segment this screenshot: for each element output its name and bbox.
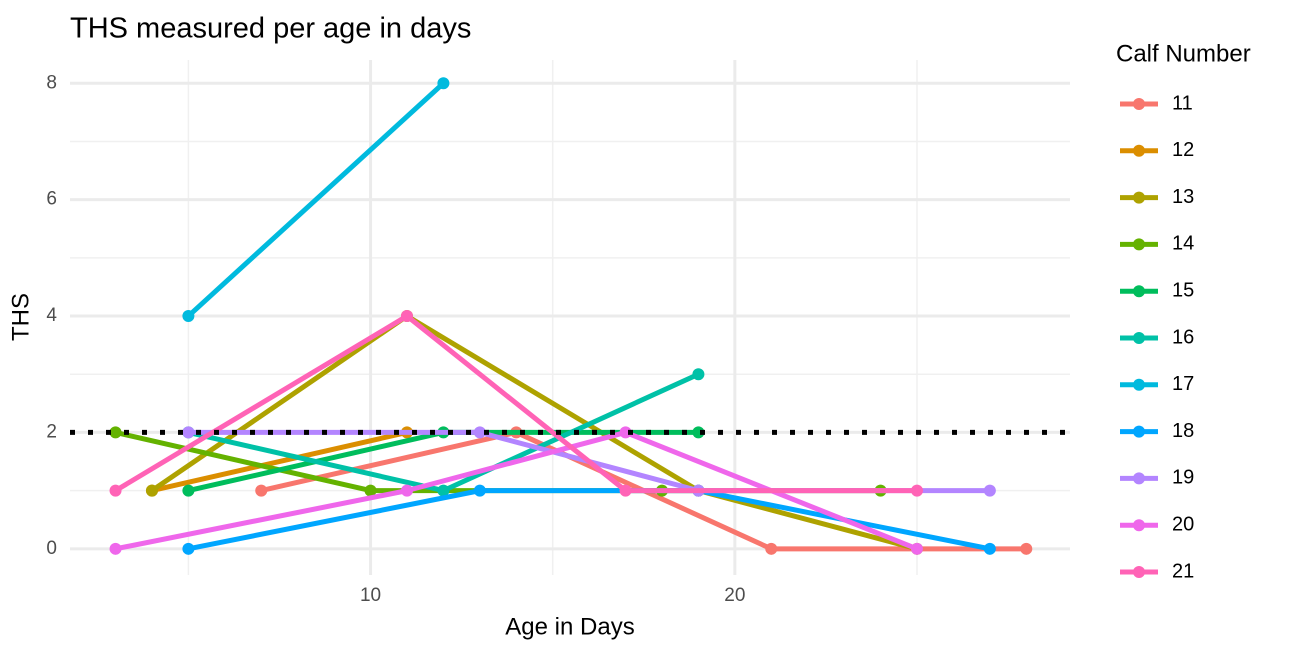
legend-label: 17 xyxy=(1172,373,1194,395)
y-tick-label: 6 xyxy=(46,189,57,210)
legend-key-point xyxy=(1133,425,1145,438)
data-point xyxy=(109,484,122,497)
legend-title: Calf Number xyxy=(1116,40,1251,67)
legend-label: 19 xyxy=(1172,467,1194,489)
legend-key-point xyxy=(1133,238,1145,251)
data-point xyxy=(765,542,778,555)
data-point xyxy=(109,542,122,555)
legend-key-point xyxy=(1133,378,1145,391)
series-line xyxy=(187,488,991,552)
y-tick-label: 8 xyxy=(46,72,57,93)
legend-key-point xyxy=(1133,519,1145,532)
data-point xyxy=(364,484,377,497)
data-point xyxy=(619,484,632,497)
data-point xyxy=(473,484,486,497)
y-axis-label: THS xyxy=(7,293,34,341)
legend-label: 16 xyxy=(1172,326,1194,348)
data-point xyxy=(255,484,268,497)
data-point xyxy=(182,542,195,555)
data-point xyxy=(910,542,923,555)
legend-label: 14 xyxy=(1172,233,1194,255)
y-tick-label: 2 xyxy=(46,421,57,442)
legend-key-point xyxy=(1133,566,1145,578)
data-point xyxy=(692,368,705,381)
data-point xyxy=(182,426,195,439)
y-tick-label: 4 xyxy=(46,305,57,326)
data-point xyxy=(400,310,413,323)
legend-label: 12 xyxy=(1172,139,1194,161)
series-line xyxy=(150,313,918,552)
legend-key-point xyxy=(1133,285,1145,298)
legend-key-point xyxy=(1133,191,1145,204)
legend-key-point xyxy=(1133,332,1145,344)
legend-key-point xyxy=(1133,472,1145,485)
data-point xyxy=(1020,542,1033,555)
data-point xyxy=(109,426,122,439)
data-point xyxy=(473,426,486,439)
series-line xyxy=(114,313,917,494)
data-point xyxy=(983,484,996,497)
data-point xyxy=(182,310,195,323)
data-point xyxy=(910,484,923,497)
legend-label: 20 xyxy=(1172,513,1194,535)
data-point xyxy=(182,484,195,497)
legend-label: 18 xyxy=(1172,420,1194,442)
legend-label: 13 xyxy=(1172,186,1194,208)
series-line xyxy=(186,81,446,318)
y-tick-label: 0 xyxy=(46,538,57,559)
legend-key-point xyxy=(1133,98,1145,110)
data-point xyxy=(400,484,413,497)
data-point xyxy=(692,426,705,439)
data-point xyxy=(437,77,450,90)
chart-title: THS measured per age in days xyxy=(70,13,471,45)
legend-key-point xyxy=(1133,144,1145,157)
data-point xyxy=(619,426,632,439)
legend-label: 15 xyxy=(1172,279,1194,301)
legend-label: 21 xyxy=(1172,560,1194,582)
x-tick-label: 20 xyxy=(724,585,745,606)
data-point xyxy=(145,484,158,497)
data-point xyxy=(983,542,996,555)
series-line xyxy=(151,429,408,494)
x-tick-label: 10 xyxy=(360,585,381,606)
x-axis-label: Age in Days xyxy=(505,613,634,640)
legend-label: 11 xyxy=(1172,92,1193,114)
data-point xyxy=(437,484,450,497)
